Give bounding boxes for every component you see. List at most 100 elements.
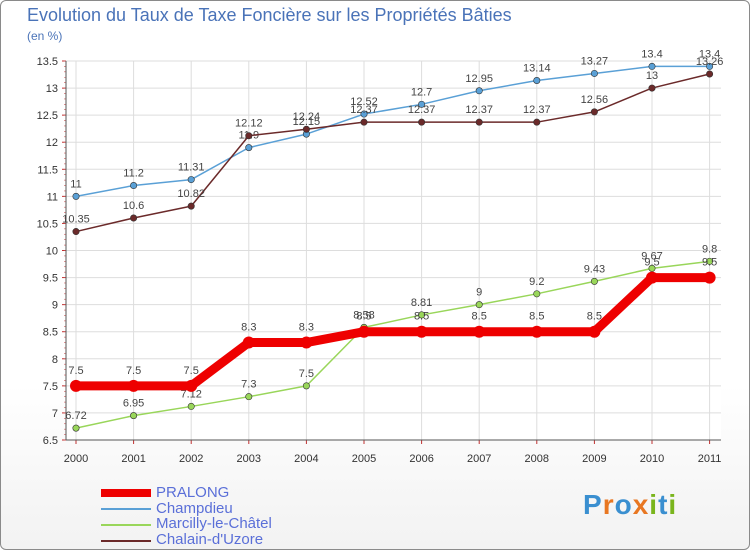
data-point-pralong: [473, 325, 486, 338]
data-label-chalain-d-uzore: 10.6: [123, 200, 144, 212]
data-point-champdieu: [706, 62, 714, 70]
proxiti-logo: Proxiti: [583, 489, 677, 521]
data-point-pralong: [530, 325, 543, 338]
x-tick-label: 2011: [698, 453, 722, 465]
data-label-pralong: 8.3: [299, 322, 314, 334]
data-point-pralong: [242, 336, 255, 349]
data-label-champdieu: 12.15: [293, 116, 321, 128]
data-point-chalain-d-uzore: [533, 118, 541, 126]
y-tick-label: 10: [46, 246, 58, 258]
data-point-marcilly-le-ch-tel: [187, 402, 195, 410]
data-point-pralong: [415, 325, 428, 338]
logo-letter: i: [668, 489, 678, 520]
data-label-chalain-d-uzore: 12.12: [235, 118, 263, 130]
logo-letter: x: [632, 489, 650, 520]
data-label-champdieu: 12.95: [465, 73, 493, 85]
data-point-champdieu: [72, 192, 80, 200]
x-tick-label: 2006: [409, 453, 433, 465]
data-point-pralong: [185, 379, 198, 392]
legend-swatch-pralong: [101, 489, 151, 497]
data-point-champdieu: [130, 182, 138, 190]
legend-label-champdieu: Champdieu: [156, 500, 233, 517]
data-label-chalain-d-uzore: 12.24: [293, 111, 321, 123]
y-tick-label: 13.5: [37, 56, 58, 68]
data-label-marcilly-le-ch-tel: 6.95: [123, 398, 144, 410]
data-label-champdieu: 12.7: [411, 86, 432, 98]
legend-label-chalain: Chalain-d'Uzore: [156, 531, 264, 548]
x-tick-label: 2010: [640, 453, 664, 465]
data-label-chalain-d-uzore: 12.37: [465, 104, 493, 116]
data-point-pralong: [646, 271, 658, 284]
data-label-marcilly-le-ch-tel: 9.43: [584, 263, 605, 275]
y-tick-label: 12: [46, 137, 58, 149]
y-tick-label: 13: [46, 83, 58, 95]
data-point-champdieu: [360, 110, 368, 118]
x-tick-label: 2003: [237, 453, 261, 465]
data-label-marcilly-le-ch-tel: 8.81: [411, 297, 432, 309]
y-tick-label: 6.5: [43, 435, 58, 447]
data-label-pralong: 8.5: [414, 311, 429, 323]
y-tick-label: 7: [52, 408, 58, 420]
data-label-pralong: 8.5: [529, 311, 544, 323]
data-label-pralong: 7.5: [126, 365, 141, 377]
x-tick-label: 2001: [121, 453, 145, 465]
data-label-pralong: 8.5: [472, 311, 487, 323]
data-label-champdieu: 11.31: [178, 162, 205, 174]
series-line-champdieu: [75, 65, 711, 198]
data-label-pralong: 9.5: [644, 257, 659, 269]
data-label-marcilly-le-ch-tel: 7.5: [299, 368, 314, 380]
y-tick-label: 10.5: [37, 218, 58, 230]
x-tick-label: 2002: [179, 453, 203, 465]
y-tick-label: 11: [47, 191, 58, 203]
data-point-marcilly-le-ch-tel: [72, 424, 80, 432]
data-point-chalain-d-uzore: [360, 118, 368, 126]
data-point-pralong: [70, 379, 82, 392]
data-point-champdieu: [245, 144, 253, 152]
legend-label-marcilly: Marcilly-le-Châtel: [156, 515, 272, 532]
data-label-pralong: 8.5: [356, 311, 371, 323]
x-tick-label: 2008: [525, 453, 549, 465]
x-tick-label: 2004: [294, 453, 318, 465]
data-label-pralong: 8.5: [587, 311, 602, 323]
data-point-chalain-d-uzore: [475, 118, 483, 126]
y-tick-label: 9: [52, 300, 58, 312]
logo-letter: o: [614, 489, 633, 520]
data-point-chalain-d-uzore: [130, 214, 138, 222]
data-label-chalain-d-uzore: 12.37: [350, 104, 378, 116]
data-point-pralong: [358, 325, 370, 338]
data-label-champdieu: 11: [70, 178, 81, 190]
data-point-champdieu: [187, 176, 195, 184]
data-label-marcilly-le-ch-tel: 9: [476, 287, 482, 299]
data-point-marcilly-le-ch-tel: [648, 264, 656, 272]
y-tick-label: 12.5: [37, 110, 58, 122]
x-tick-label: 2007: [467, 453, 491, 465]
data-point-pralong: [703, 271, 716, 284]
data-label-chalain-d-uzore: 12.37: [523, 104, 551, 116]
data-point-marcilly-le-ch-tel: [590, 277, 598, 285]
data-label-marcilly-le-ch-tel: 9.8: [702, 243, 717, 255]
chart-title: Evolution du Taux de Taxe Foncière sur l…: [27, 5, 512, 25]
data-label-champdieu: 13.4: [699, 48, 720, 60]
y-tick-label: 9.5: [43, 273, 58, 285]
data-point-chalain-d-uzore: [706, 70, 714, 78]
data-point-marcilly-le-ch-tel: [245, 393, 253, 401]
data-label-chalain-d-uzore: 12.37: [408, 104, 436, 116]
y-tick-label: 8.5: [43, 327, 58, 339]
x-tick-label: 2009: [582, 453, 606, 465]
data-point-marcilly-le-ch-tel: [418, 311, 426, 319]
series-line-chalain-d-uzore: [75, 73, 711, 233]
data-label-champdieu: 12.52: [350, 96, 378, 108]
x-tick-label: 2000: [64, 453, 88, 465]
data-point-champdieu: [648, 62, 656, 70]
data-point-chalain-d-uzore: [590, 108, 598, 116]
data-label-marcilly-le-ch-tel: 9.67: [641, 250, 662, 262]
data-point-champdieu: [475, 87, 483, 95]
y-tick-label: 7.5: [43, 381, 58, 393]
data-point-chalain-d-uzore: [245, 132, 253, 140]
legend-label-pralong: PRALONG: [156, 484, 230, 501]
data-label-chalain-d-uzore: 13: [646, 70, 658, 82]
data-label-marcilly-le-ch-tel: 7.3: [241, 379, 256, 391]
data-point-champdieu: [590, 69, 598, 77]
